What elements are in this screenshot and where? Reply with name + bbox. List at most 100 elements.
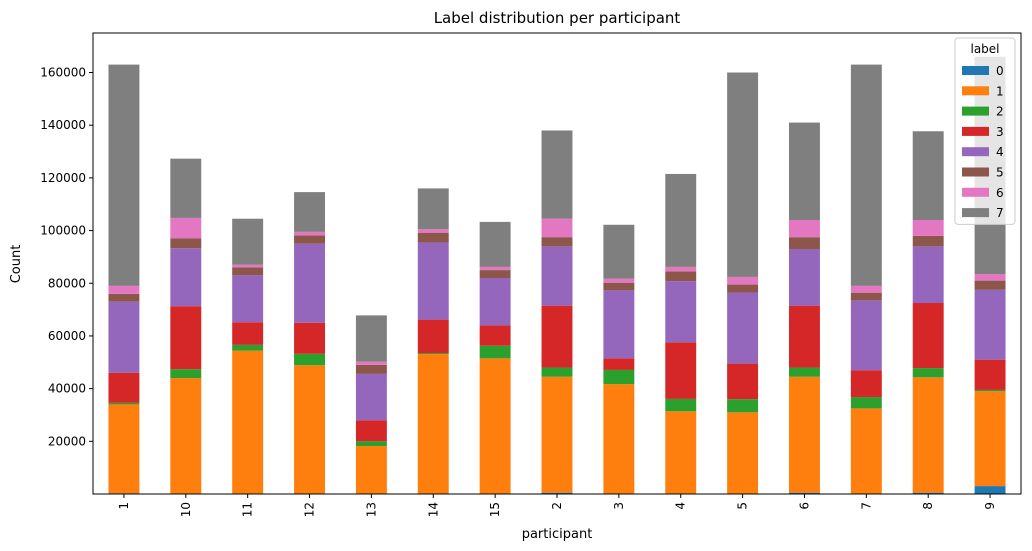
bar-segment-2-label-4 xyxy=(541,246,573,306)
legend-label-6: 6 xyxy=(996,186,1004,200)
bars-group xyxy=(108,56,1006,494)
y-tick-label: 140000 xyxy=(40,118,86,132)
bar-segment-12-label-1 xyxy=(294,365,325,494)
bar-segment-8-label-3 xyxy=(912,303,944,369)
bar-segment-8-label-6 xyxy=(912,220,944,236)
bar-segment-7-label-3 xyxy=(850,370,882,398)
legend-label-0: 0 xyxy=(996,64,1004,78)
bar-segment-2-label-1 xyxy=(541,376,573,493)
bar-segment-15-label-2 xyxy=(479,345,511,359)
bar-segment-12-label-2 xyxy=(294,353,325,366)
bar-segment-14-label-6 xyxy=(417,229,449,233)
bar-segment-13-label-1 xyxy=(355,446,387,494)
y-tick-label: 100000 xyxy=(40,224,86,238)
bar-segment-11-label-1 xyxy=(232,350,264,494)
bar-segment-5-label-5 xyxy=(727,284,759,293)
chart-title: Label distribution per participant xyxy=(434,9,681,27)
bar-segment-9-label-0 xyxy=(974,486,1006,494)
bar-segment-6-label-2 xyxy=(789,367,820,377)
bar-segment-3-label-7 xyxy=(603,224,635,279)
bar-segment-8-label-7 xyxy=(912,131,944,221)
x-tick-label: 10 xyxy=(179,502,193,517)
bar-segment-5-label-3 xyxy=(727,363,759,400)
y-tick-label: 40000 xyxy=(48,382,86,396)
bar-segment-8-label-4 xyxy=(912,246,944,304)
x-axis: 1 10 11 12 13 14 15 2 3 4 5 6 7 8 9 xyxy=(117,494,997,517)
legend-label-2: 2 xyxy=(996,105,1004,119)
x-tick-label: 9 xyxy=(983,502,997,510)
bar-segment-13-label-6 xyxy=(355,361,387,365)
bar-segment-12-label-5 xyxy=(294,235,325,244)
legend-swatch-2 xyxy=(962,106,989,116)
plot-frame xyxy=(92,32,1022,495)
x-tick-label: 5 xyxy=(736,502,750,510)
bar-segment-7-label-6 xyxy=(850,285,882,293)
bar-segment-1-label-4 xyxy=(108,301,140,373)
bar-segment-14-label-4 xyxy=(417,242,449,320)
bar-segment-2-label-6 xyxy=(541,218,573,238)
bar-segment-10-label-4 xyxy=(170,248,202,307)
bar-segment-2-label-0 xyxy=(541,492,573,494)
bar-segment-8-label-5 xyxy=(912,235,944,247)
bar-segment-13-label-4 xyxy=(355,373,387,421)
bar-segment-15-label-6 xyxy=(479,266,511,271)
legend-swatch-6 xyxy=(962,187,989,197)
legend-label-5: 5 xyxy=(996,166,1004,180)
bar-segment-14-label-1 xyxy=(417,354,449,494)
bar-segment-7-label-5 xyxy=(850,293,882,301)
bar-segment-12-label-7 xyxy=(294,192,325,232)
x-tick-label: 3 xyxy=(612,502,626,510)
bar-segment-11-label-3 xyxy=(232,322,264,345)
bar-segment-10-label-1 xyxy=(170,378,202,494)
bar-segment-9-label-6 xyxy=(974,274,1006,281)
bar-segment-3-label-5 xyxy=(603,282,635,291)
y-tick-label: 80000 xyxy=(48,276,86,290)
bar-segment-3-label-2 xyxy=(603,369,635,385)
bar-segment-5-label-6 xyxy=(727,276,759,285)
x-tick-label: 15 xyxy=(488,502,502,517)
bar-segment-5-label-1 xyxy=(727,412,759,494)
bar-segment-11-label-2 xyxy=(232,344,264,351)
bar-segment-3-label-4 xyxy=(603,290,635,359)
bar-segment-2-label-7 xyxy=(541,130,573,219)
bar-segment-3-label-6 xyxy=(603,278,635,283)
y-axis: 20000 40000 60000 80000 100000 120000 140000 16… xyxy=(40,66,93,448)
bar-segment-8-label-1 xyxy=(912,377,944,493)
legend-swatch-4 xyxy=(962,147,989,157)
bar-segment-14-label-7 xyxy=(417,188,449,230)
bar-segment-7-label-4 xyxy=(850,300,882,371)
bar-segment-13-label-2 xyxy=(355,441,387,447)
y-tick-label: 20000 xyxy=(48,434,86,448)
bar-segment-13-label-3 xyxy=(355,420,387,442)
bar-segment-6-label-3 xyxy=(789,305,820,368)
bar-segment-13-label-5 xyxy=(355,364,387,374)
bar-segment-10-label-5 xyxy=(170,238,202,249)
bar-segment-9-label-2 xyxy=(974,389,1006,392)
bar-segment-15-label-3 xyxy=(479,325,511,346)
bar-segment-4-label-4 xyxy=(665,281,697,343)
legend-title: label xyxy=(970,42,999,56)
bar-segment-4-label-1 xyxy=(665,411,697,494)
x-tick-label: 14 xyxy=(426,502,440,517)
bar-segment-5-label-7 xyxy=(727,72,759,277)
bar-segment-11-label-4 xyxy=(232,275,264,323)
bar-segment-8-label-2 xyxy=(912,368,944,378)
y-axis-title: Count xyxy=(9,245,24,284)
x-tick-label: 8 xyxy=(921,502,935,510)
legend-swatch-5 xyxy=(962,167,989,177)
y-tick-label: 60000 xyxy=(48,329,86,343)
legend-swatch-1 xyxy=(962,86,989,96)
x-tick-label: 11 xyxy=(241,502,255,517)
bar-segment-10-label-3 xyxy=(170,306,202,370)
bar-segment-5-label-2 xyxy=(727,399,759,413)
legend-label-1: 1 xyxy=(996,84,1004,98)
bar-segment-14-label-2 xyxy=(417,353,449,355)
bar-segment-7-label-1 xyxy=(850,408,882,494)
bar-segment-4-label-6 xyxy=(665,266,697,272)
bar-segment-1-label-1 xyxy=(108,404,140,494)
bar-segment-9-label-5 xyxy=(974,280,1006,290)
bar-segment-6-label-1 xyxy=(789,376,820,493)
x-tick-label: 2 xyxy=(550,502,564,510)
bar-segment-11-label-6 xyxy=(232,264,264,268)
bar-segment-2-label-5 xyxy=(541,237,573,247)
